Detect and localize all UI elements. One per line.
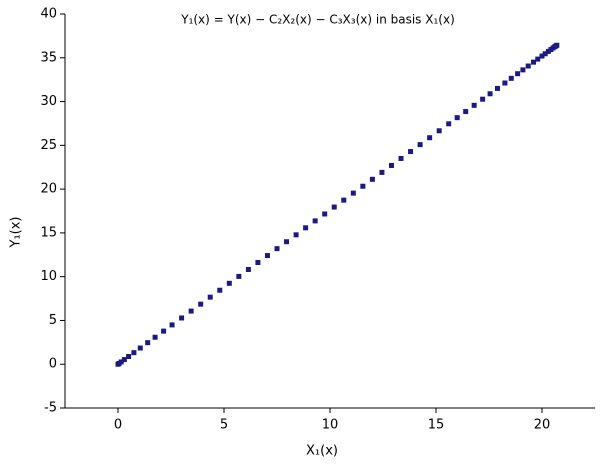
point	[369, 176, 375, 182]
x-tick-label: 15	[428, 418, 445, 433]
point	[293, 232, 299, 238]
point	[188, 308, 194, 314]
point	[379, 169, 385, 175]
point	[494, 85, 500, 91]
point	[487, 91, 493, 97]
point	[145, 340, 151, 346]
point	[312, 218, 318, 224]
point	[502, 80, 508, 86]
point	[341, 197, 347, 203]
y-axis-label: Y₁(x)	[9, 217, 24, 249]
y-tick-label: -5	[44, 401, 57, 416]
point	[531, 59, 537, 65]
point	[480, 96, 486, 102]
point	[360, 183, 366, 189]
point	[264, 253, 270, 259]
point	[137, 345, 143, 351]
point	[255, 259, 261, 265]
y-tick-label: 10	[40, 269, 57, 284]
y-tick-label: 20	[40, 182, 57, 197]
chart-title: Y₁(x) = Y(x) − C₂X₂(x) − C₃X₃(x) in basi…	[180, 13, 455, 27]
point	[515, 71, 521, 77]
point	[217, 287, 223, 293]
x-tick-label: 20	[534, 418, 551, 433]
point	[545, 48, 551, 54]
point	[398, 155, 404, 161]
x-axis-label: X₁(x)	[306, 444, 338, 459]
point	[427, 135, 433, 141]
point	[331, 204, 337, 210]
y-tick-label: 25	[40, 138, 57, 153]
x-tick-label: 0	[114, 418, 122, 433]
point	[179, 315, 185, 321]
point	[525, 63, 531, 69]
y-tick-label: 0	[49, 357, 57, 372]
point	[350, 190, 356, 196]
point	[508, 75, 514, 81]
point	[454, 115, 460, 121]
point	[322, 211, 328, 217]
point	[161, 328, 167, 334]
y-tick-label: 35	[40, 50, 57, 65]
point	[539, 53, 545, 59]
point	[152, 334, 158, 340]
point	[274, 246, 280, 252]
point	[118, 359, 124, 365]
point	[121, 357, 127, 363]
y-tick-label: 40	[40, 7, 57, 22]
point	[542, 51, 548, 57]
point	[446, 121, 452, 127]
y-tick-label: 15	[40, 225, 57, 240]
point	[388, 162, 394, 168]
point	[436, 128, 442, 134]
x-tick-label: 5	[220, 418, 228, 433]
point	[236, 273, 242, 279]
point	[169, 322, 175, 328]
point	[520, 67, 526, 73]
point	[417, 142, 423, 148]
point	[245, 266, 251, 272]
point	[284, 239, 290, 245]
x-tick-label: 10	[322, 418, 339, 433]
point	[535, 56, 541, 62]
point	[554, 42, 560, 48]
y-tick-label: 30	[40, 94, 57, 109]
point	[198, 301, 204, 307]
point	[408, 149, 414, 155]
point	[207, 294, 213, 300]
point	[303, 225, 309, 231]
point	[131, 350, 137, 356]
y-tick-label: 5	[49, 313, 57, 328]
point	[471, 102, 477, 108]
point	[463, 109, 469, 115]
point	[226, 280, 232, 286]
point	[126, 354, 132, 360]
